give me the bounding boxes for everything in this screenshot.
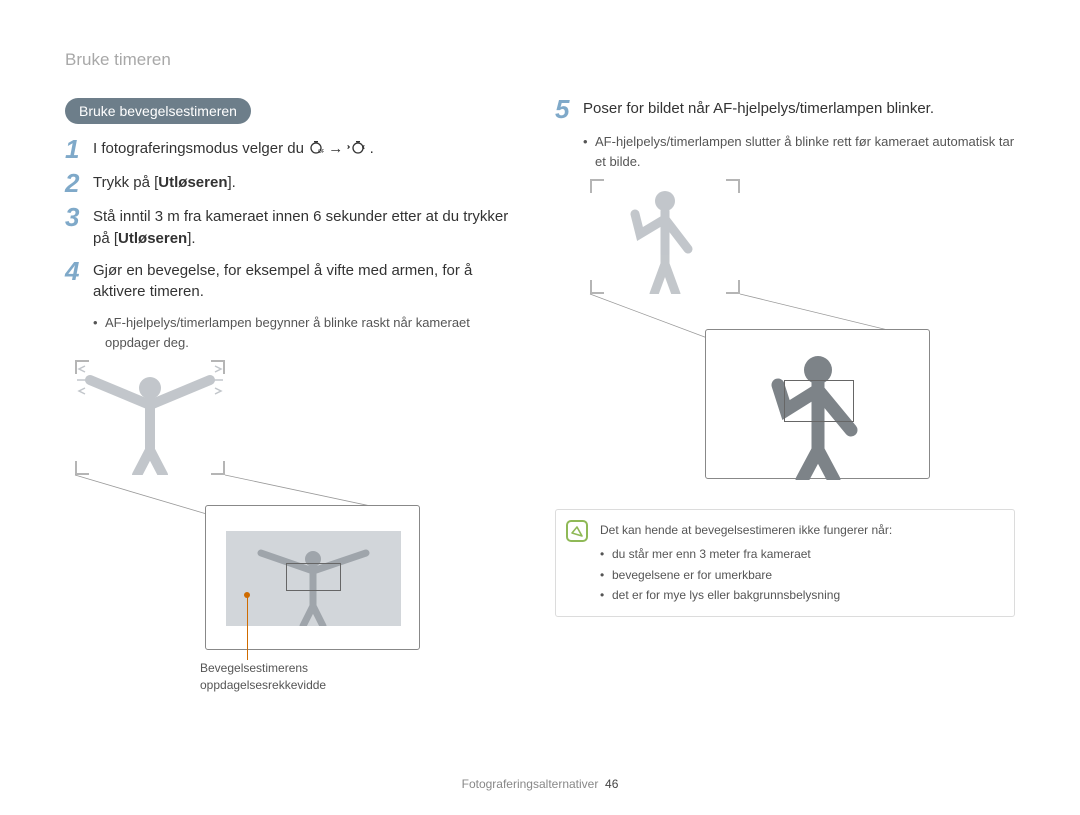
- step-5-bullet: AF-hjelpelys/timerlampen slutter å blink…: [583, 132, 1015, 171]
- step-2-post: ].: [227, 174, 235, 191]
- figure-motion-detection: Bevegelsestimerens oppdagelsesrekkevidde: [65, 360, 525, 700]
- step-4: 4 Gjør en bevegelse, for eksempel å vift…: [65, 260, 525, 304]
- figure-caption: Bevegelsestimerens oppdagelsesrekkevidde: [200, 660, 360, 694]
- step-3-bold: Utløseren: [118, 230, 187, 247]
- step-1: 1 I fotograferingsmodus velger du OFF → …: [65, 138, 525, 162]
- section-pill: Bruke bevegelsestimeren: [65, 98, 251, 124]
- figure-pose: [555, 179, 1015, 509]
- motion-timer-icon: [347, 139, 365, 162]
- two-column-layout: Bruke bevegelsestimeren 1 I fotograferin…: [65, 98, 1015, 700]
- step-3: 3 Stå inntil 3 m fra kameraet innen 6 se…: [65, 206, 525, 250]
- note-item: du står mer enn 3 meter fra kameraet: [600, 544, 1002, 564]
- arrow-text: →: [328, 140, 347, 157]
- page-number: 46: [605, 777, 618, 791]
- step-2-pre: Trykk på [: [93, 174, 158, 191]
- step-5: 5 Poser for bildet når AF-hjelpelys/time…: [555, 98, 1015, 122]
- note-icon: [566, 520, 588, 542]
- step-3-post: ].: [187, 230, 195, 247]
- svg-text:OFF: OFF: [318, 149, 324, 155]
- page-title: Bruke timeren: [65, 50, 1015, 70]
- page-footer: Fotograferingsalternativer 46: [0, 777, 1080, 791]
- step-2: 2 Trykk på [Utløseren].: [65, 172, 525, 196]
- note-box: Det kan hende at bevegelsestimeren ikke …: [555, 509, 1015, 617]
- step-5-text: Poser for bildet når AF-hjelpelys/timerl…: [583, 98, 934, 120]
- step-number: 3: [65, 204, 93, 230]
- leader-line: [247, 595, 248, 660]
- step-number: 4: [65, 258, 93, 284]
- step-4-bullet: AF-hjelpelys/timerlampen begynner å blin…: [93, 313, 525, 352]
- step-number: 1: [65, 136, 93, 162]
- step-4-text: Gjør en bevegelse, for eksempel å vifte …: [93, 260, 525, 304]
- step-1-text-post: .: [370, 140, 374, 157]
- left-column: Bruke bevegelsestimeren 1 I fotograferin…: [65, 98, 525, 700]
- step-number: 5: [555, 96, 583, 122]
- step-number: 2: [65, 170, 93, 196]
- note-intro: Det kan hende at bevegelsestimeren ikke …: [600, 520, 1002, 540]
- timer-off-icon: OFF: [308, 139, 324, 162]
- leader-dot: [244, 592, 250, 598]
- footer-label: Fotograferingsalternativer: [462, 777, 599, 791]
- step-1-text-pre: I fotograferingsmodus velger du: [93, 140, 308, 157]
- note-item: det er for mye lys eller bakgrunnsbelysn…: [600, 585, 1002, 605]
- note-item: bevegelsene er for umerkbare: [600, 565, 1002, 585]
- right-column: 5 Poser for bildet når AF-hjelpelys/time…: [555, 98, 1015, 700]
- step-2-bold: Utløseren: [158, 174, 227, 191]
